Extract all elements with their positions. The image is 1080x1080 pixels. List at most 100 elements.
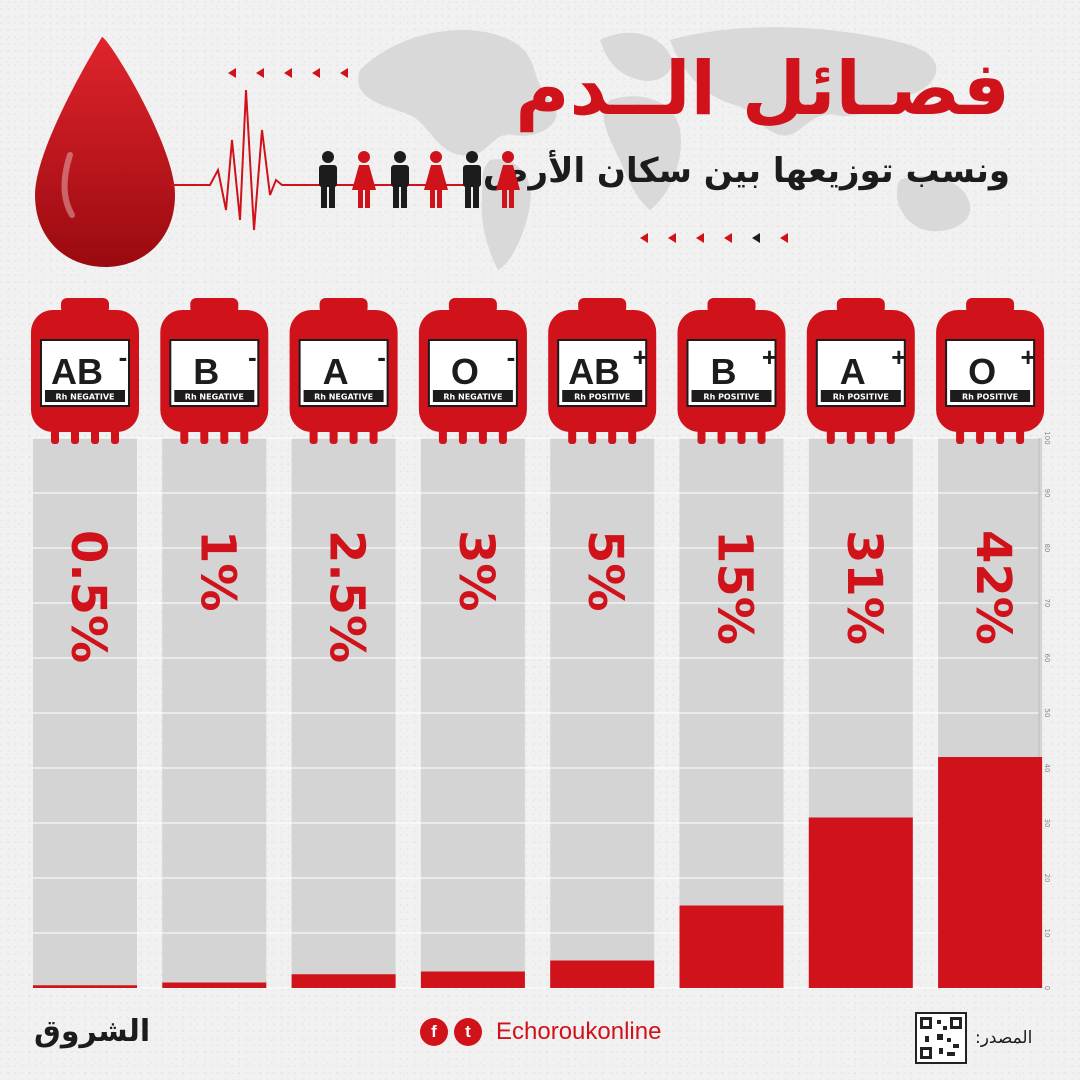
- page-title: فصـائل الــدم: [515, 46, 1010, 132]
- social-links: f t Echoroukonline: [420, 1018, 661, 1046]
- rh-label: Rh POSITIVE: [833, 393, 889, 402]
- triangle-markers-top: [228, 68, 348, 78]
- blood-group-label: A: [323, 351, 349, 392]
- bag-port: [91, 428, 99, 444]
- bar: [679, 905, 784, 988]
- qr-code-icon[interactable]: [915, 1012, 967, 1064]
- rh-strip: [303, 390, 384, 402]
- rh-label: Rh POSITIVE: [703, 393, 759, 402]
- bag-port: [996, 428, 1005, 444]
- data-label: 1%: [189, 530, 245, 612]
- woman-icon: [352, 151, 376, 208]
- bag-port: [976, 428, 985, 444]
- rh-label: Rh NEGATIVE: [314, 393, 373, 402]
- rh-strip: [562, 390, 643, 402]
- data-label: 42%: [965, 530, 1021, 645]
- rh-sign-label: -: [119, 342, 128, 372]
- rh-label: Rh NEGATIVE: [185, 393, 244, 402]
- rh-sign-label: +: [633, 342, 648, 372]
- bag-port: [866, 428, 875, 444]
- triangle-markers-bottom: [640, 233, 788, 243]
- blood-bag-icon: O - Rh NEGATIVE: [418, 298, 527, 444]
- man-icon: [319, 151, 337, 208]
- brand-logo: الشروق: [34, 1014, 151, 1049]
- rh-strip: [691, 390, 772, 402]
- y-tick-label: 90: [1043, 489, 1051, 498]
- blood-bag-icon: A + Rh POSITIVE: [806, 298, 915, 444]
- bag-port: [717, 428, 726, 444]
- y-tick-label: 40: [1043, 764, 1051, 773]
- blood-bag-icon: AB + Rh POSITIVE: [548, 298, 657, 444]
- y-tick-label: 100: [1043, 431, 1051, 444]
- rh-strip: [174, 390, 255, 402]
- bag-port: [608, 428, 617, 444]
- bag-port: [180, 428, 189, 444]
- rh-strip: [950, 390, 1031, 402]
- bag-port: [369, 428, 378, 444]
- bag-port: [220, 428, 229, 444]
- bag-port: [568, 428, 577, 444]
- data-label: 2.5%: [319, 530, 375, 663]
- y-tick-label: 20: [1043, 874, 1051, 883]
- heartbeat-line-icon: [170, 89, 470, 231]
- bag-port: [51, 428, 59, 444]
- data-label: 31%: [836, 530, 892, 645]
- rh-label: Rh POSITIVE: [574, 393, 630, 402]
- rh-label: Rh NEGATIVE: [443, 393, 502, 402]
- blood-bag-icon: B - Rh NEGATIVE: [160, 298, 269, 444]
- bag-port: [200, 428, 209, 444]
- y-tick-label: 10: [1043, 929, 1051, 938]
- blood-group-label: B: [711, 351, 737, 392]
- bag-port: [956, 428, 965, 444]
- bag-port: [309, 428, 318, 444]
- y-tick-label: 50: [1043, 709, 1051, 718]
- data-label: 5%: [577, 530, 633, 612]
- bar: [550, 960, 655, 988]
- twitter-icon[interactable]: t: [454, 1018, 482, 1046]
- blood-bag-icon: O + Rh POSITIVE: [936, 298, 1045, 444]
- blood-bag-icon: AB - Rh NEGATIVE: [31, 298, 139, 444]
- bag-port: [458, 428, 467, 444]
- blood-group-label: O: [451, 351, 479, 392]
- blood-drop-icon: [35, 37, 175, 267]
- rh-label: Rh POSITIVE: [962, 393, 1018, 402]
- page-subtitle: ونسب توزيعها بين سكان الأرض: [482, 151, 1010, 191]
- rh-sign-label: +: [1021, 342, 1036, 372]
- rh-sign-label: -: [248, 342, 257, 372]
- bar: [808, 817, 913, 988]
- rh-sign-label: +: [762, 342, 777, 372]
- social-handle[interactable]: Echoroukonline: [496, 1018, 662, 1045]
- y-tick-label: 30: [1043, 819, 1051, 828]
- bag-port: [111, 428, 119, 444]
- bar: [291, 974, 396, 988]
- bag-port: [240, 428, 249, 444]
- rh-sign-label: -: [377, 342, 386, 372]
- blood-bag-icon: B + Rh POSITIVE: [677, 298, 786, 444]
- man-icon: [463, 151, 481, 208]
- people-icons: [315, 150, 521, 210]
- rh-strip: [45, 390, 125, 402]
- woman-icon: [496, 151, 520, 208]
- bar: [162, 982, 267, 988]
- data-label: 3%: [448, 530, 504, 612]
- y-tick-label: 70: [1043, 599, 1051, 608]
- bag-port: [438, 428, 447, 444]
- bag-port: [498, 428, 507, 444]
- blood-group-label: AB: [51, 351, 103, 392]
- data-label: 15%: [707, 530, 763, 645]
- y-tick-label: 80: [1043, 544, 1051, 553]
- bag-port: [886, 428, 895, 444]
- bar: [938, 757, 1043, 988]
- bag-port: [588, 428, 597, 444]
- bag-port: [628, 428, 637, 444]
- facebook-icon[interactable]: f: [420, 1018, 448, 1046]
- data-label: 0.5%: [60, 530, 116, 663]
- blood-group-label: B: [193, 351, 219, 392]
- rh-label: Rh NEGATIVE: [55, 393, 114, 402]
- woman-icon: [424, 151, 448, 208]
- bag-port: [737, 428, 746, 444]
- blood-group-label: A: [840, 351, 866, 392]
- bag-port: [349, 428, 358, 444]
- bag-port: [697, 428, 706, 444]
